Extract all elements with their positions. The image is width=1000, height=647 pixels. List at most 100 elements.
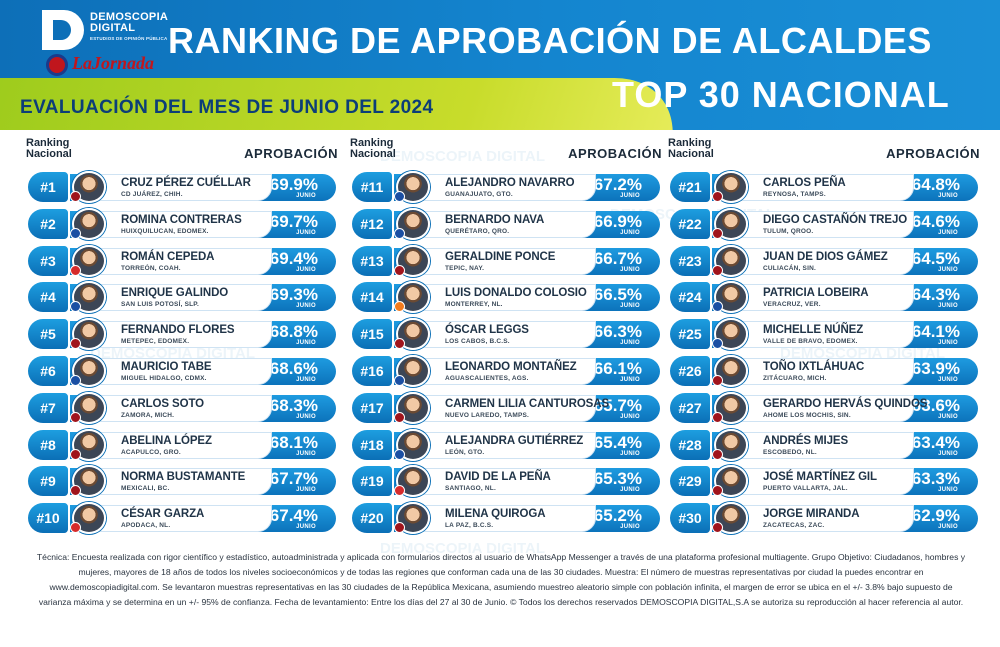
mayor-row: 68.3% JUNIO CARLOS SOTO ZAMORA, MICH. #7	[26, 391, 344, 424]
mayor-row: 66.1% JUNIO LEONARDO MONTAÑEZ AGUASCALIENTE…	[350, 355, 668, 387]
mayor-info-box: CARLOS PEÑA REYNOSA, TAMPS.	[724, 174, 914, 201]
party-logo-icon	[394, 301, 405, 313]
mayor-info-box: MILENA QUIROGA LA PAZ, B.C.S.	[406, 505, 596, 533]
mayor-row: 66.3% JUNIO ÓSCAR LEGGS LOS CABOS, B.C.S. #1…	[350, 318, 668, 351]
mayor-info-box: PATRICIA LOBEIRA VERACRUZ, VER.	[724, 284, 914, 312]
mayor-row: 69.4% JUNIO ROMÁN CEPEDA TORREÓN, COAH. #3	[26, 244, 344, 277]
mayor-info-box: DIEGO CASTAÑÓN TREJO TULUM, QROO.	[724, 210, 914, 238]
mayor-name: MILENA QUIROGA	[445, 508, 546, 521]
mayor-city: NUEVO LAREDO, TAMPS.	[445, 411, 530, 419]
mayor-city: PUERTO VALLARTA, JAL.	[763, 485, 848, 493]
rank-badge: #18	[352, 429, 392, 460]
mayor-city: VERACRUZ, VER.	[763, 301, 821, 309]
mayor-info-box: GERARDO HERVÁS QUINDOS AHOME LOS MOCHIS, …	[724, 394, 927, 422]
mayor-row: 63.6% JUNIO GERARDO HERVÁS QUINDOS AHOME LO…	[668, 391, 986, 424]
party-logo-icon	[394, 375, 405, 386]
approval-percentage: 68.8%	[269, 322, 318, 342]
approval-percentage: 65.2%	[593, 506, 642, 526]
mayor-row: 67.2% JUNIO ALEJANDRO NAVARRO GUANAJUATO, G…	[350, 171, 668, 203]
mayor-row: 65.4% JUNIO ALEJANDRA GUTIÉRREZ LEÓN, GTO. #…	[350, 428, 668, 461]
mayor-city: LOS CABOS, B.C.S.	[445, 338, 510, 346]
mayor-name: ÓSCAR LEGGS	[445, 324, 529, 337]
rank-badge: #15	[352, 319, 392, 350]
party-logo-icon	[394, 264, 405, 276]
rank-badge: #5	[28, 319, 68, 350]
mayor-name: GERARDO HERVÁS QUINDOS	[763, 397, 928, 410]
party-logo-icon	[712, 448, 723, 460]
rank-badge: #8	[28, 429, 68, 460]
mayor-info-box: ABELINA LÓPEZ ACAPULCO, GRO.	[82, 431, 272, 459]
party-logo-icon	[70, 301, 81, 313]
month-label: JUNIO	[620, 303, 640, 310]
party-logo-icon	[70, 191, 81, 202]
mayor-row: 64.3% JUNIO PATRICIA LOBEIRA VERACRUZ, VER.…	[668, 281, 986, 314]
mayor-row: 64.6% JUNIO DIEGO CASTAÑÓN TREJO TULUM, QRO…	[668, 207, 986, 240]
month-label: JUNIO	[938, 524, 958, 531]
approval-percentage: 66.3%	[593, 322, 642, 342]
mayor-info-box: TOÑO IXTLÁHUAC ZITÁCUARO, MICH.	[724, 358, 914, 385]
mayor-city: ZACATECAS, ZAC.	[763, 522, 825, 530]
party-logo-icon	[712, 264, 723, 276]
mayor-city: METEPEC, EDOMEX.	[121, 338, 190, 346]
rank-badge: #21	[670, 172, 710, 202]
rank-badge: #17	[352, 392, 392, 423]
rank-badge: #11	[352, 172, 392, 202]
party-logo-icon	[712, 375, 723, 386]
party-logo-icon	[712, 485, 723, 497]
ranking-header: Ranking Nacional	[668, 137, 714, 160]
month-label: JUNIO	[620, 229, 640, 236]
mayor-row: 67.4% JUNIO CÉSAR GARZA APODACA, NL. #10	[26, 502, 344, 535]
party-logo-icon	[712, 227, 723, 239]
party-logo-icon	[712, 522, 723, 534]
mayor-row: 63.3% JUNIO JOSÉ MARTÍNEZ GIL PUERTO VALLAR…	[668, 465, 986, 498]
rank-badge: #13	[352, 245, 392, 276]
mayor-name: DAVID DE LA PEÑA	[445, 471, 551, 484]
party-logo-icon	[70, 338, 81, 350]
party-logo-icon	[394, 338, 405, 350]
party-logo-icon	[712, 411, 723, 423]
mayor-name: BERNARDO NAVA	[445, 213, 545, 226]
mayor-row: 68.6% JUNIO MAURICIO TABE MIGUEL HIDALGO, C…	[26, 355, 344, 387]
mayor-row: 65.7% JUNIO CARMEN LILIA CANTUROSAS NUEVO L…	[350, 391, 668, 424]
approval-header: APROBACIÓN	[568, 146, 662, 161]
page-title: RANKING DE APROBACIÓN DE ALCALDES	[168, 20, 932, 61]
approval-percentage: 65.3%	[593, 469, 642, 489]
month-label: JUNIO	[620, 413, 640, 420]
mayor-city: ZAMORA, MICH.	[121, 411, 175, 419]
rank-badge: #27	[670, 392, 710, 423]
approval-percentage: 65.7%	[593, 395, 642, 415]
mayor-name: NORMA BUSTAMANTE	[121, 471, 246, 484]
mayor-city: CULIACÁN, SIN.	[763, 264, 816, 272]
month-label: JUNIO	[938, 413, 958, 420]
approval-percentage: 63.3%	[911, 469, 960, 489]
month-label: JUNIO	[938, 377, 958, 383]
brand-name: DEMOSCOPIA DIGITAL	[90, 11, 169, 34]
approval-percentage: 68.3%	[269, 395, 318, 415]
mayor-city: LEÓN, GTO.	[445, 448, 485, 456]
mayor-name: LEONARDO MONTAÑEZ	[445, 361, 577, 373]
mayor-name: JORGE MIRANDA	[763, 508, 860, 521]
mayor-name: DIEGO CASTAÑÓN TREJO	[763, 213, 908, 226]
mayor-name: ALEJANDRO NAVARRO	[445, 177, 575, 189]
month-label: JUNIO	[296, 266, 316, 273]
mayor-info-box: CARLOS SOTO ZAMORA, MICH.	[82, 394, 272, 422]
mayor-city: MEXICALI, BC.	[121, 485, 170, 493]
approval-percentage: 64.1%	[911, 322, 960, 342]
mayor-info-box: DAVID DE LA PEÑA SANTIAGO, NL.	[406, 468, 596, 496]
mayor-info-box: BERNARDO NAVA QUERÉTARO, QRO.	[406, 210, 596, 238]
mayor-info-box: CRUZ PÉREZ CUÉLLAR CD JUÁREZ, CHIH.	[82, 174, 272, 201]
mayor-name: JOSÉ MARTÍNEZ GIL	[763, 471, 877, 484]
approval-percentage: 69.7%	[269, 211, 318, 231]
rank-badge: #14	[352, 282, 392, 313]
approval-percentage: 63.6%	[911, 395, 960, 415]
approval-percentage: 69.4%	[269, 248, 318, 268]
rank-badge: #10	[28, 503, 68, 534]
mayor-photo-avatar	[714, 355, 748, 387]
month-label: JUNIO	[620, 377, 640, 383]
partner-name: LaJornada	[72, 53, 155, 73]
mayor-city: HUIXQUILUCAN, EDOMEX.	[121, 227, 209, 235]
approval-percentage: 66.7%	[593, 248, 642, 268]
approval-header: APROBACIÓN	[886, 146, 980, 161]
mayor-info-box: MICHELLE NÚÑEZ VALLE DE BRAVO, EDOMEX.	[724, 321, 914, 349]
party-logo-icon	[70, 448, 81, 460]
